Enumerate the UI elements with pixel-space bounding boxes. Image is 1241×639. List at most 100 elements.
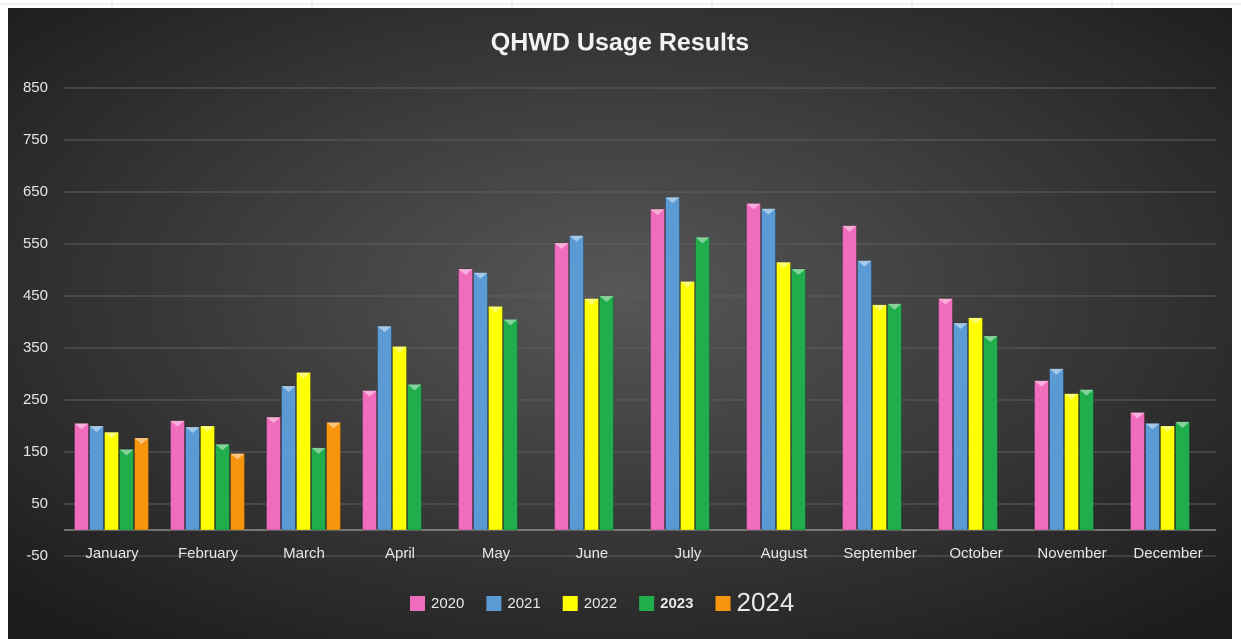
legend-swatch [410, 596, 425, 611]
bar-cap [842, 225, 857, 232]
bar [281, 385, 296, 531]
bar [695, 236, 710, 531]
x-tick-label: July [675, 545, 702, 562]
bar-cap [680, 281, 695, 288]
bar [599, 295, 614, 531]
x-tick-label: January [85, 545, 139, 562]
bar [791, 268, 806, 531]
bar [1160, 425, 1175, 531]
bar-cap [665, 197, 680, 204]
bar [458, 268, 473, 531]
bar [119, 449, 134, 531]
bar-cap [554, 242, 569, 249]
bar [185, 426, 200, 531]
bar-cap [791, 268, 806, 275]
bar [1064, 393, 1079, 531]
bar [296, 372, 311, 531]
bar-cap [857, 260, 872, 267]
bar [650, 208, 665, 531]
bar [665, 196, 680, 531]
bar-cap [311, 447, 326, 454]
bar-cap [1130, 412, 1145, 419]
bar-cap [776, 262, 791, 269]
bar-cap [1175, 421, 1190, 428]
bar-cap [104, 432, 119, 439]
legend-label: 2022 [584, 595, 617, 612]
bar-cap [953, 323, 968, 330]
bar [1049, 368, 1064, 531]
legend-swatch [486, 596, 502, 611]
bar [104, 431, 119, 531]
bar-cap [89, 426, 104, 432]
bar-cap [1079, 389, 1094, 396]
bar-cap [377, 326, 392, 333]
bar [407, 384, 422, 531]
bar-cap [1064, 393, 1079, 400]
y-tick-label: 750 [23, 131, 48, 148]
bar-cap [968, 317, 983, 324]
bar [953, 322, 968, 531]
bar [230, 453, 245, 531]
x-tick-label: February [178, 545, 239, 562]
bar-cap [392, 346, 407, 353]
bar-cap [599, 296, 614, 302]
y-tick-label: 350 [23, 339, 48, 356]
bar [761, 208, 776, 531]
bar [569, 235, 584, 531]
x-tick-label: November [1037, 545, 1106, 562]
y-tick-label: 250 [23, 391, 48, 408]
bar-cap [215, 444, 230, 451]
legend-label: 2024 [737, 587, 795, 617]
bar-cap [872, 304, 887, 311]
bar [1034, 380, 1049, 531]
bar-cap [1049, 368, 1064, 375]
bar [377, 325, 392, 531]
x-tick-label: April [385, 545, 415, 562]
x-tick-label: December [1133, 545, 1202, 562]
bar-cap [503, 319, 518, 326]
bar [392, 346, 407, 531]
bar [200, 425, 215, 531]
bar [326, 422, 341, 531]
y-tick-label: 650 [23, 183, 48, 200]
bar [89, 425, 104, 531]
chart-title: QHWD Usage Results [491, 29, 749, 57]
bar [983, 335, 998, 531]
bar-cap [1145, 423, 1160, 430]
y-tick-label: 850 [23, 79, 48, 96]
bar [134, 437, 149, 531]
x-tick-label: October [949, 545, 1002, 562]
bar-cap [938, 298, 953, 305]
bar-cap [266, 417, 281, 424]
bar-cap [407, 384, 422, 391]
bar-cap [74, 423, 89, 430]
bar-cap [650, 209, 665, 216]
bar-cap [230, 453, 245, 460]
sheet-grid [0, 0, 1241, 8]
bar [503, 319, 518, 531]
legend-label: 2023 [660, 595, 693, 612]
bar-cap [134, 437, 149, 444]
y-tick-label: 50 [31, 495, 48, 512]
x-tick-label: September [843, 545, 916, 562]
bar [872, 304, 887, 531]
legend-swatch [715, 596, 731, 611]
bar [746, 203, 761, 531]
chart-background [8, 8, 1232, 639]
bar [857, 260, 872, 531]
bar [1130, 412, 1145, 531]
y-tick-label: 550 [23, 235, 48, 252]
bar [776, 261, 791, 531]
bar-cap [473, 272, 488, 279]
y-tick-label: 150 [23, 443, 48, 460]
bar [488, 306, 503, 531]
bar-cap [170, 420, 185, 427]
bar-cap [119, 449, 134, 456]
legend-label: 2020 [431, 595, 464, 612]
bar [311, 447, 326, 531]
bar [938, 298, 953, 531]
bar [968, 317, 983, 531]
bar-cap [983, 336, 998, 343]
